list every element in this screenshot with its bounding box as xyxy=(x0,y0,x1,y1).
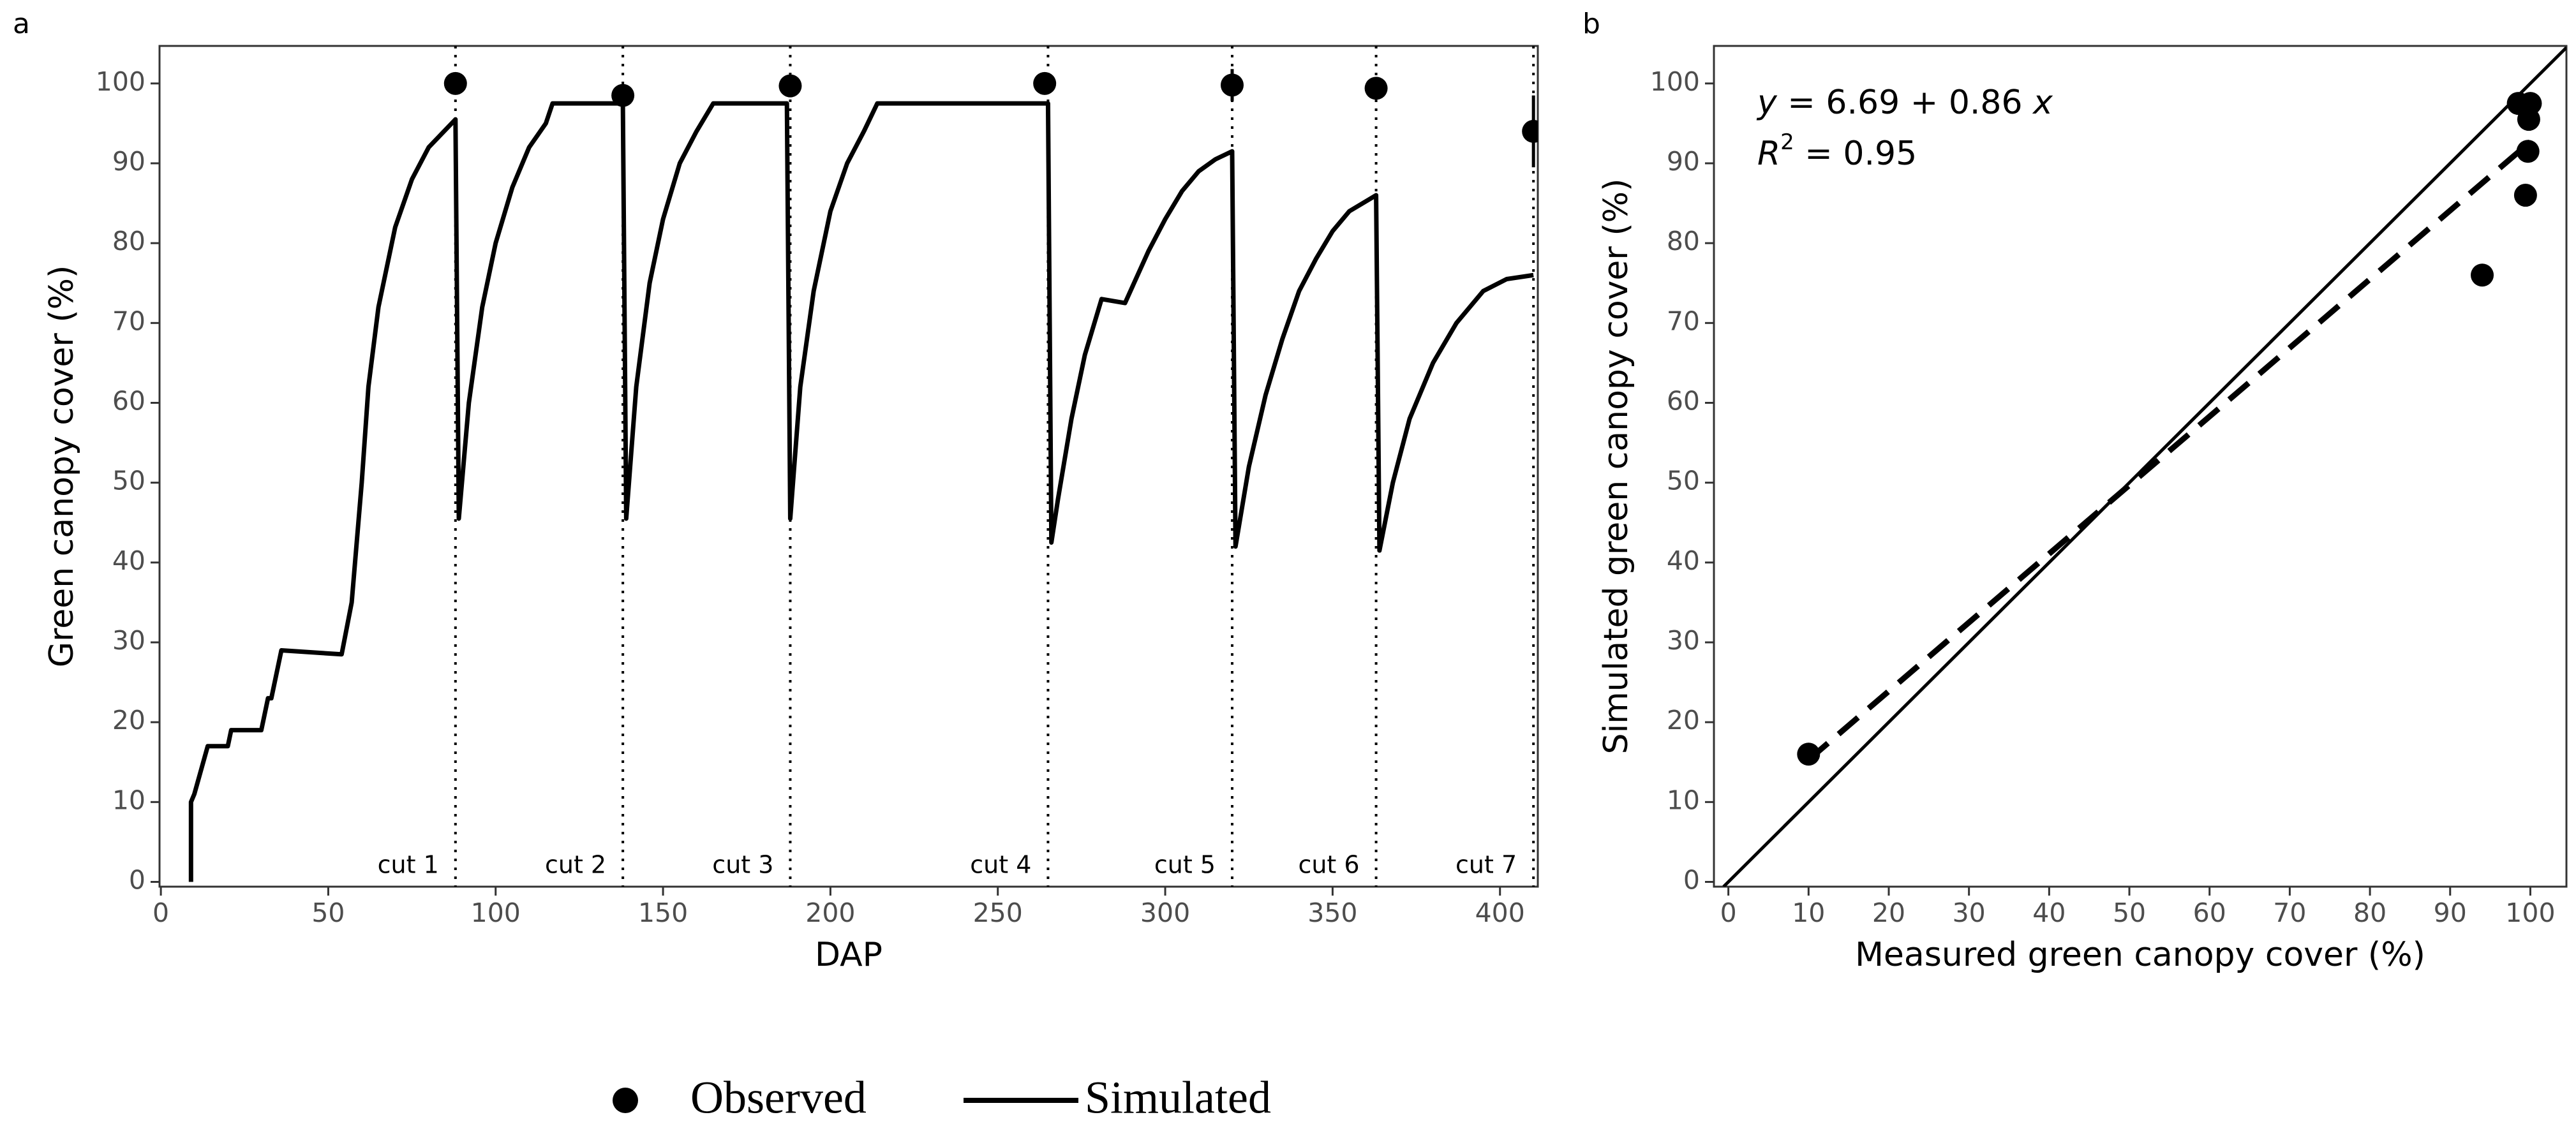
plot-frame xyxy=(1713,45,2568,888)
y-tick-label: 60 xyxy=(112,385,145,416)
y-tick-label: 100 xyxy=(96,66,145,97)
point xyxy=(778,74,802,98)
identity-line xyxy=(1722,46,2566,887)
point xyxy=(2513,184,2537,207)
x-tick-label: 100 xyxy=(471,898,521,928)
r2-sup: 2 xyxy=(1780,129,1794,155)
x-axis-title: Measured green canopy cover (%) xyxy=(1855,936,2425,974)
x-tick-label: 300 xyxy=(1140,898,1190,928)
legend-label: Observed xyxy=(690,1072,867,1123)
y-tick-label: 30 xyxy=(112,625,145,656)
point xyxy=(2471,263,2494,287)
x-tick-label: 20 xyxy=(1872,898,1905,928)
y-tick-label: 70 xyxy=(112,306,145,336)
panel-label: b xyxy=(1582,8,1600,40)
simulated-line xyxy=(188,101,1534,882)
cut-label: cut 4 xyxy=(970,851,1031,879)
point xyxy=(1364,77,1388,100)
r2-rest: = 0.95 xyxy=(1794,135,1917,173)
x-tick-label: 400 xyxy=(1475,898,1525,928)
cut-label: cut 7 xyxy=(1456,851,1517,879)
y-tick-label: 90 xyxy=(1667,146,1700,177)
y-tick-label: 50 xyxy=(112,466,145,496)
panel-label: a xyxy=(13,8,30,40)
y-tick-label: 80 xyxy=(1667,226,1700,256)
markers xyxy=(443,71,1538,143)
y-tick-label: 50 xyxy=(1667,466,1700,496)
y-axis-title: Green canopy cover (%) xyxy=(43,265,81,668)
r2-base: R xyxy=(1757,135,1780,173)
y-tick-label: 70 xyxy=(1667,306,1700,336)
x-tick-label: 80 xyxy=(2353,898,2386,928)
cut-label: cut 5 xyxy=(1154,851,1216,879)
r-squared: R2 = 0.95 xyxy=(1757,129,1917,174)
y-tick-label: 10 xyxy=(1667,785,1700,815)
cut-label: cut 1 xyxy=(378,851,439,879)
x-tick-label: 100 xyxy=(2505,898,2555,928)
x-tick-label: 200 xyxy=(805,898,855,928)
legend-marker xyxy=(613,1088,638,1113)
cut-label: cut 3 xyxy=(712,851,773,879)
y-tick-label: 100 xyxy=(1650,66,1700,97)
y-tick-label: 10 xyxy=(112,785,145,815)
y-tick-label: 40 xyxy=(112,545,145,576)
markers xyxy=(1797,92,2542,766)
x-tick-label: 150 xyxy=(638,898,688,928)
y-tick-label: 20 xyxy=(112,705,145,735)
regression-line xyxy=(1806,139,2533,762)
y-tick-label: 90 xyxy=(112,146,145,177)
point xyxy=(443,71,467,95)
x-tick-label: 0 xyxy=(1720,898,1737,928)
x-tick-label: 90 xyxy=(2434,898,2467,928)
equation: y = 6.69 + 0.86 x xyxy=(1756,84,2053,122)
x-tick-label: 50 xyxy=(2113,898,2146,928)
point xyxy=(1797,743,1820,766)
equation-part: = 6.69 + 0.86 xyxy=(1777,84,2033,122)
y-tick-label: 0 xyxy=(1683,864,1700,895)
x-tick-label: 70 xyxy=(2273,898,2306,928)
x-tick-label: 30 xyxy=(1953,898,1986,928)
point xyxy=(2517,108,2540,131)
x-tick-label: 40 xyxy=(2032,898,2066,928)
x-tick-label: 250 xyxy=(973,898,1023,928)
x-tick-label: 50 xyxy=(311,898,345,928)
y-axis-title: Simulated green canopy cover (%) xyxy=(1597,179,1635,755)
y-tick-label: 0 xyxy=(129,864,145,895)
plot-frame xyxy=(158,45,1539,888)
y-tick-label: 40 xyxy=(1667,545,1700,576)
x-tick-label: 350 xyxy=(1307,898,1357,928)
cut-label: cut 6 xyxy=(1298,851,1359,879)
y-tick-label: 80 xyxy=(112,226,145,256)
point xyxy=(1220,73,1244,97)
equation-part: x xyxy=(2032,84,2053,122)
legend-label: Simulated xyxy=(1085,1072,1271,1123)
point xyxy=(1522,119,1538,143)
cut-label: cut 2 xyxy=(545,851,606,879)
x-tick-label: 0 xyxy=(153,898,169,928)
x-tick-label: 60 xyxy=(2193,898,2226,928)
y-tick-label: 20 xyxy=(1667,705,1700,735)
equation-part: y xyxy=(1756,84,1778,122)
y-tick-label: 30 xyxy=(1667,625,1700,656)
point xyxy=(611,84,635,107)
point xyxy=(1033,71,1057,95)
x-axis-title: DAP xyxy=(815,936,882,974)
point xyxy=(2516,140,2540,163)
x-tick-label: 10 xyxy=(1792,898,1825,928)
y-tick-label: 60 xyxy=(1667,385,1700,416)
